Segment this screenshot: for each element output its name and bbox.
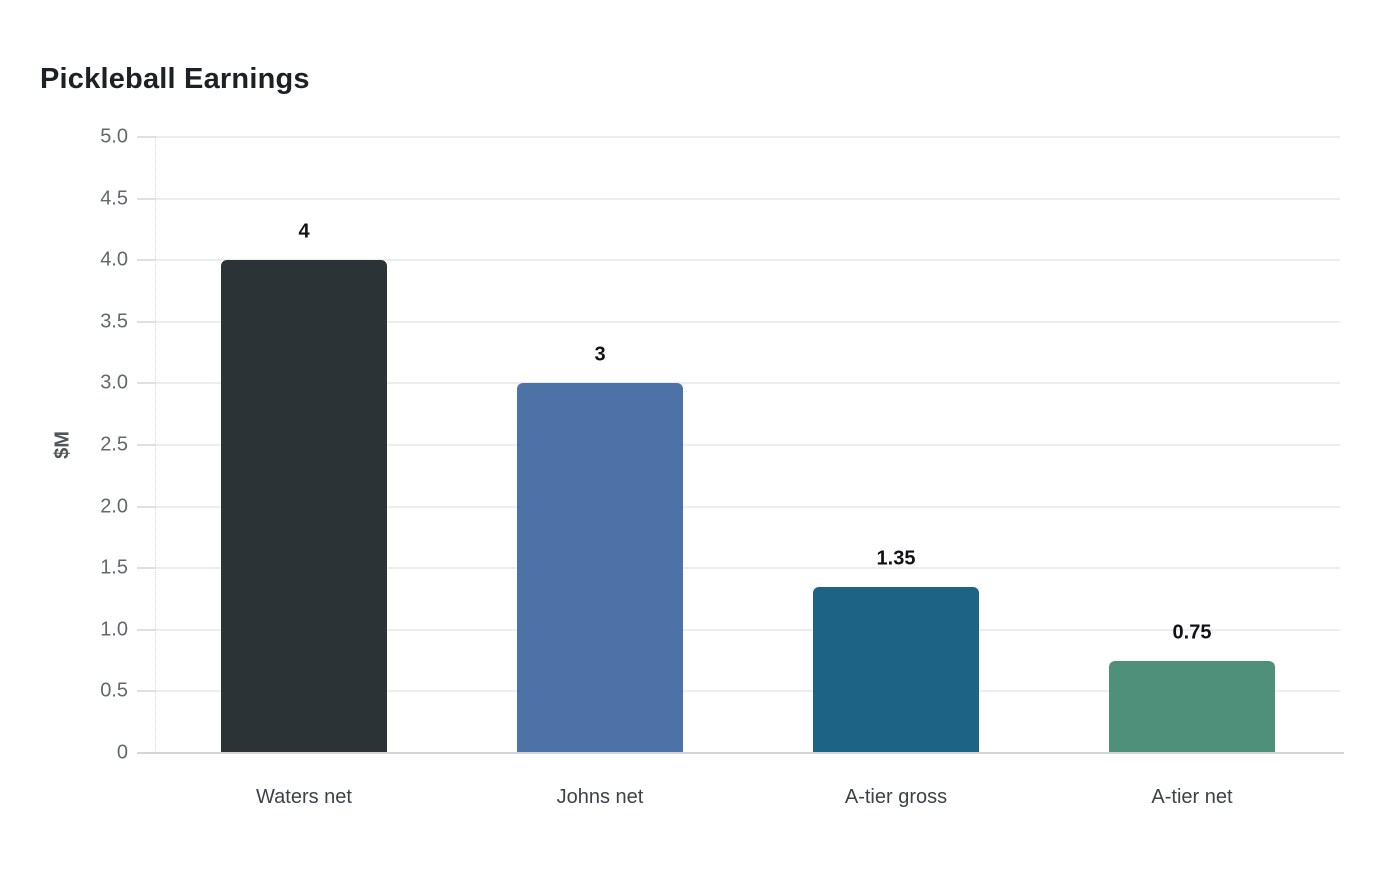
bar-value-label: 1.35 [876, 547, 916, 570]
y-tick-label: 1.5 [100, 556, 128, 579]
bar-waters-net [221, 260, 387, 753]
y-axis-line [155, 137, 156, 753]
gridline [156, 506, 1340, 508]
y-axis-tick [137, 629, 156, 631]
y-axis-tick [137, 690, 156, 692]
gridline [156, 321, 1340, 323]
x-category-label: A-tier net [1151, 786, 1233, 808]
y-axis-tick [137, 506, 156, 508]
gridline [156, 136, 1340, 138]
y-tick-label: 2.0 [100, 495, 128, 518]
y-tick-label: 0 [116, 741, 128, 764]
x-axis-baseline [137, 752, 1344, 754]
y-axis-tick [137, 444, 156, 446]
gridline [156, 198, 1340, 200]
y-tick-label: 3.0 [100, 371, 128, 394]
bar-johns-net [517, 383, 683, 753]
bar-value-label: 0.75 [1172, 621, 1212, 644]
gridline [156, 690, 1340, 692]
gridline [156, 444, 1340, 446]
y-tick-label: 0.5 [100, 679, 128, 702]
bar-value-label: 3 [594, 343, 606, 366]
y-axis-tick [137, 198, 156, 200]
gridline [156, 382, 1340, 384]
y-tick-label: 3.5 [100, 310, 128, 333]
bar-value-label: 4 [298, 220, 310, 243]
bar-a-tier-net [1109, 661, 1275, 753]
gridline [156, 259, 1340, 261]
gridline [156, 629, 1340, 631]
chart-title: Pickleball Earnings [40, 63, 310, 95]
y-axis-tick [137, 567, 156, 569]
y-tick-label: 2.5 [100, 433, 128, 456]
y-tick-label: 4.0 [100, 248, 128, 271]
y-axis-tick [137, 382, 156, 384]
x-category-label: Waters net [256, 786, 352, 808]
x-category-label: Johns net [556, 786, 644, 808]
y-axis-tick [137, 321, 156, 323]
y-tick-label: 4.5 [100, 187, 128, 210]
y-axis-tick [137, 259, 156, 261]
bar-a-tier-gross [813, 587, 979, 753]
y-axis-tick [137, 136, 156, 138]
gridline [156, 567, 1340, 569]
y-tick-label: 1.0 [100, 618, 128, 641]
x-category-label: A-tier gross [844, 786, 948, 808]
y-tick-label: 5.0 [100, 125, 128, 148]
